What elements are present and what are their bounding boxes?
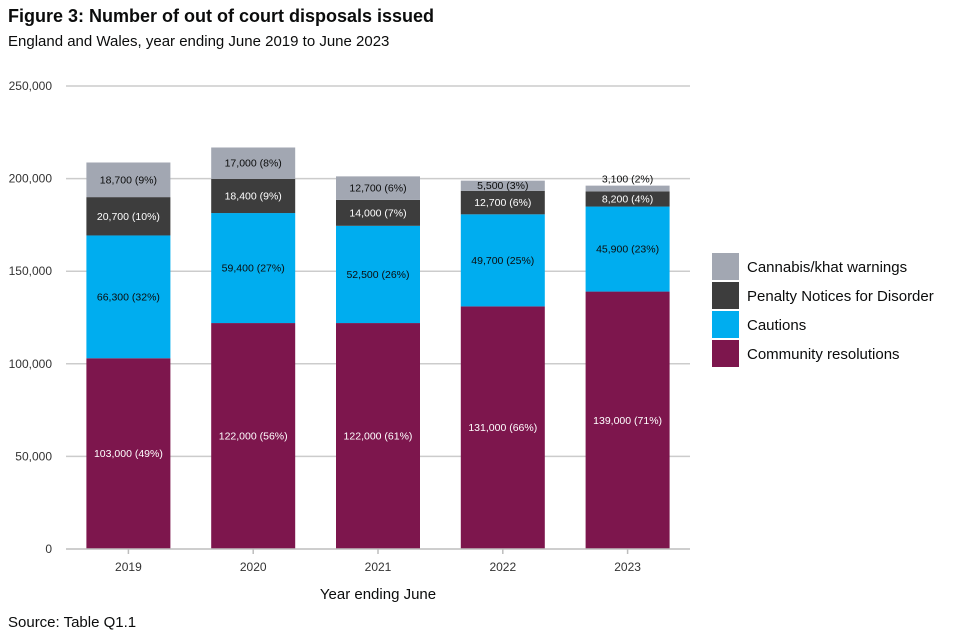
bar-segment: [86, 197, 171, 236]
y-tick-label: 0: [45, 542, 52, 556]
legend-swatch: [712, 340, 739, 367]
bar-segment: [86, 358, 171, 549]
legend-swatch: [712, 253, 739, 280]
data-label: 103,000 (49%): [94, 448, 163, 460]
bar-segment: [211, 323, 296, 549]
data-label: 66,300 (32%): [97, 291, 160, 303]
bars: 103,000 (49%) 66,300 (32%) 20,700 (10%) 18,…: [86, 147, 670, 549]
legend-swatch: [712, 282, 739, 309]
data-label: 18,700 (9%): [100, 174, 157, 186]
y-tick-label: 200,000: [9, 172, 53, 186]
data-label: 12,700 (6%): [349, 183, 406, 195]
x-tick-label: 2019: [115, 560, 142, 574]
bar-segment: [460, 214, 545, 307]
y-tick-label: 150,000: [9, 264, 53, 278]
data-label: 14,000 (7%): [349, 207, 406, 219]
x-axis-title: Year ending June: [320, 586, 436, 603]
bar-segment: [460, 190, 545, 215]
data-label: 17,000 (8%): [225, 158, 282, 170]
bar-segment: [336, 323, 420, 549]
data-label: 122,000 (56%): [219, 431, 288, 443]
bar-segment: [86, 235, 171, 359]
bar-segment: [460, 180, 545, 191]
bar-segment: [336, 199, 420, 226]
bar-segment: [336, 176, 420, 200]
data-label: 52,500 (26%): [346, 269, 409, 281]
x-tick-label: 2020: [240, 560, 267, 574]
bar-segment: [211, 147, 296, 179]
y-tick-label: 50,000: [15, 449, 52, 463]
bar-segment: [585, 185, 670, 192]
data-label: 45,900 (23%): [596, 244, 659, 256]
source-note: Source: Table Q1.1: [8, 614, 137, 631]
legend-label: Penalty Notices for Disorder: [747, 288, 934, 305]
data-label: 20,700 (10%): [97, 211, 160, 223]
x-tick-label: 2021: [365, 560, 392, 574]
legend: Cannabis/khat warnings Penalty Notices fo…: [712, 253, 934, 367]
data-label: 49,700 (25%): [471, 255, 534, 267]
chart-title: Figure 3: Number of out of court disposa…: [8, 6, 435, 26]
bar-segment: [86, 162, 171, 198]
data-label: 5,500 (3%): [477, 180, 528, 192]
legend-label: Cannabis/khat warnings: [747, 259, 907, 276]
bar-segment: [585, 191, 670, 207]
y-tick-label: 100,000: [9, 357, 53, 371]
legend-label: Cautions: [747, 317, 806, 334]
bar-segment: [585, 291, 670, 549]
bar-segment: [336, 225, 420, 324]
bar-segment: [460, 306, 545, 549]
data-label: 3,100 (2%): [602, 174, 653, 186]
data-label: 59,400 (27%): [222, 263, 285, 275]
chart-subtitle: England and Wales, year ending June 2019…: [8, 33, 390, 50]
data-label: 131,000 (66%): [468, 422, 537, 434]
legend-swatch: [712, 311, 739, 338]
y-tick-label: 250,000: [9, 79, 53, 93]
bar-segment: [211, 213, 296, 324]
data-label: 12,700 (6%): [474, 197, 531, 209]
axes: 0 50,000 100,000 150,000 200,000 250,000 2019 2…: [9, 79, 690, 603]
data-label: 8,200 (4%): [602, 193, 653, 205]
data-label: 18,400 (9%): [225, 191, 282, 203]
data-label: 139,000 (71%): [593, 415, 662, 427]
x-tick-label: 2023: [614, 560, 641, 574]
x-tick-label: 2022: [489, 560, 516, 574]
bar-segment: [211, 178, 296, 214]
bar-segment: [585, 206, 670, 292]
data-label: 122,000 (61%): [344, 431, 413, 443]
legend-label: Community resolutions: [747, 346, 900, 363]
